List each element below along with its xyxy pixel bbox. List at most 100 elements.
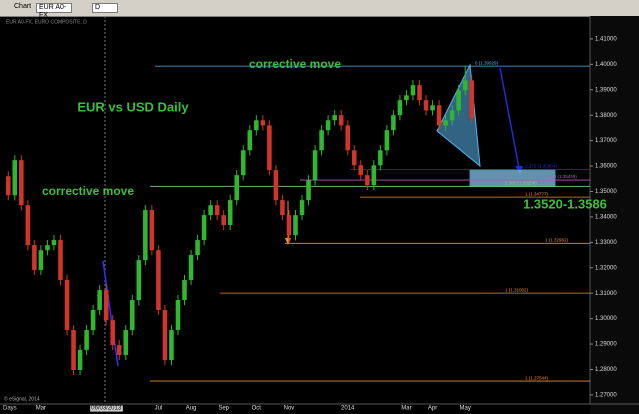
x-tick-label: 2014 xyxy=(341,406,355,412)
candle-body xyxy=(214,205,220,216)
candle-body xyxy=(19,160,24,206)
fib-level-label: 0 (1.39929) xyxy=(475,60,499,65)
candle-body xyxy=(254,120,259,131)
candle-body xyxy=(338,115,344,126)
candle-body xyxy=(443,120,448,126)
candle-body xyxy=(77,349,83,370)
candle-body xyxy=(410,85,416,96)
y-tick-label: 1.27000 xyxy=(595,392,617,398)
candle-body xyxy=(325,120,331,131)
annotation: 1.3520-1.3586 xyxy=(523,196,607,211)
candle-body xyxy=(260,120,266,126)
candle-body xyxy=(391,115,396,131)
y-tick-label: 1.37000 xyxy=(595,138,617,144)
candle-body xyxy=(169,330,174,361)
candle-body xyxy=(234,175,240,201)
copyright: © eSignal, 2014 xyxy=(4,395,40,402)
candle-body xyxy=(175,300,181,331)
symbol-input[interactable]: EUR A0-FX xyxy=(36,3,72,19)
fib-level-label: 1 (1.32962) xyxy=(545,237,569,242)
y-tick-label: 1.39000 xyxy=(595,87,617,93)
candle-body xyxy=(5,176,11,196)
candle-body xyxy=(103,290,109,321)
candle-body xyxy=(32,245,37,271)
candle-body xyxy=(221,215,226,226)
toolbar: Chart EUR A0-FX D xyxy=(0,0,639,19)
candle-body xyxy=(469,80,475,119)
candle-body xyxy=(130,300,135,331)
candle-body xyxy=(71,330,76,370)
candle-body xyxy=(45,245,50,251)
y-tick-label: 1.38000 xyxy=(595,113,617,119)
candle-body xyxy=(227,200,233,226)
y-tick-label: 1.33000 xyxy=(595,240,617,246)
candle-body xyxy=(116,345,122,355)
candle-body xyxy=(449,110,455,121)
x-tick-label: Oct xyxy=(252,406,262,412)
x-tick-label: Aug xyxy=(186,406,197,412)
candle-body xyxy=(64,279,70,331)
y-tick-label: 1.30000 xyxy=(595,316,617,322)
y-tick-label: 1.32000 xyxy=(595,265,617,271)
candle-body xyxy=(345,125,350,151)
fib-level-label: 1 (1.34777) xyxy=(525,191,549,196)
candle-body xyxy=(25,205,31,246)
candle-body xyxy=(12,160,18,196)
candle-body xyxy=(195,240,200,256)
window-title: Chart xyxy=(14,3,32,10)
candle-body xyxy=(123,330,129,355)
candle-body xyxy=(286,215,292,236)
annotation: corrective move xyxy=(249,57,341,71)
candle-body xyxy=(430,105,435,111)
candle-body xyxy=(293,215,298,236)
fib-level-label: 1 (1.27544) xyxy=(525,375,549,380)
y-tick-label: 1.29000 xyxy=(595,342,617,348)
y-tick-label: 1.34000 xyxy=(595,214,617,220)
arrow-head xyxy=(285,238,291,245)
x-tick-label: Mar xyxy=(401,406,411,412)
x-unit: Days xyxy=(3,406,17,412)
x-tick-label: Jul xyxy=(155,406,163,412)
candle-body xyxy=(201,215,207,241)
candle-body xyxy=(38,250,44,271)
candle-body xyxy=(182,279,187,301)
candle-body xyxy=(143,210,148,261)
candle-body xyxy=(240,150,246,176)
candle-body xyxy=(312,150,318,181)
candle-body xyxy=(299,200,305,216)
candle-body xyxy=(149,210,155,251)
x-tick-label: Mar xyxy=(36,406,46,412)
annotation: corrective move xyxy=(42,184,134,198)
candle-body xyxy=(358,165,364,176)
price-axis-bg xyxy=(590,16,639,414)
candle-body xyxy=(188,255,194,280)
candle-body xyxy=(156,250,161,310)
candle-body xyxy=(378,150,383,166)
candle-body xyxy=(371,165,377,186)
candle-body xyxy=(162,309,168,361)
y-tick-label: 1.28000 xyxy=(595,367,617,373)
candle-body xyxy=(58,240,63,280)
candle-body xyxy=(404,95,409,101)
projection-arrow xyxy=(499,67,520,169)
x-tick-label: Nov xyxy=(284,406,295,412)
candle-body xyxy=(306,180,311,201)
candle-body xyxy=(267,125,272,171)
x-tick-label: 06/03/2013 xyxy=(91,406,122,412)
candle-body xyxy=(90,309,96,331)
y-tick-label: 1.35000 xyxy=(595,189,617,195)
wave-line xyxy=(102,260,119,367)
y-tick-label: 1.41000 xyxy=(595,36,617,42)
candle-body xyxy=(110,320,115,346)
chart-title: EUR vs USD Daily xyxy=(77,99,189,114)
x-tick-label: Apr xyxy=(428,406,437,412)
fib-level-label: 1.272 (1.35864) xyxy=(525,164,557,169)
candle-body xyxy=(365,175,370,186)
x-cursor-label-bg xyxy=(90,405,123,412)
interval-input[interactable]: D xyxy=(92,3,118,13)
fib-level-label: 1 (1.31002) xyxy=(505,287,529,292)
candle-body xyxy=(456,90,461,111)
fib-level-label: 0.618 (1.35449) xyxy=(545,174,577,179)
chart-subtitle: EUR A0-FX, EURO COMPOSITE, D xyxy=(6,19,87,25)
